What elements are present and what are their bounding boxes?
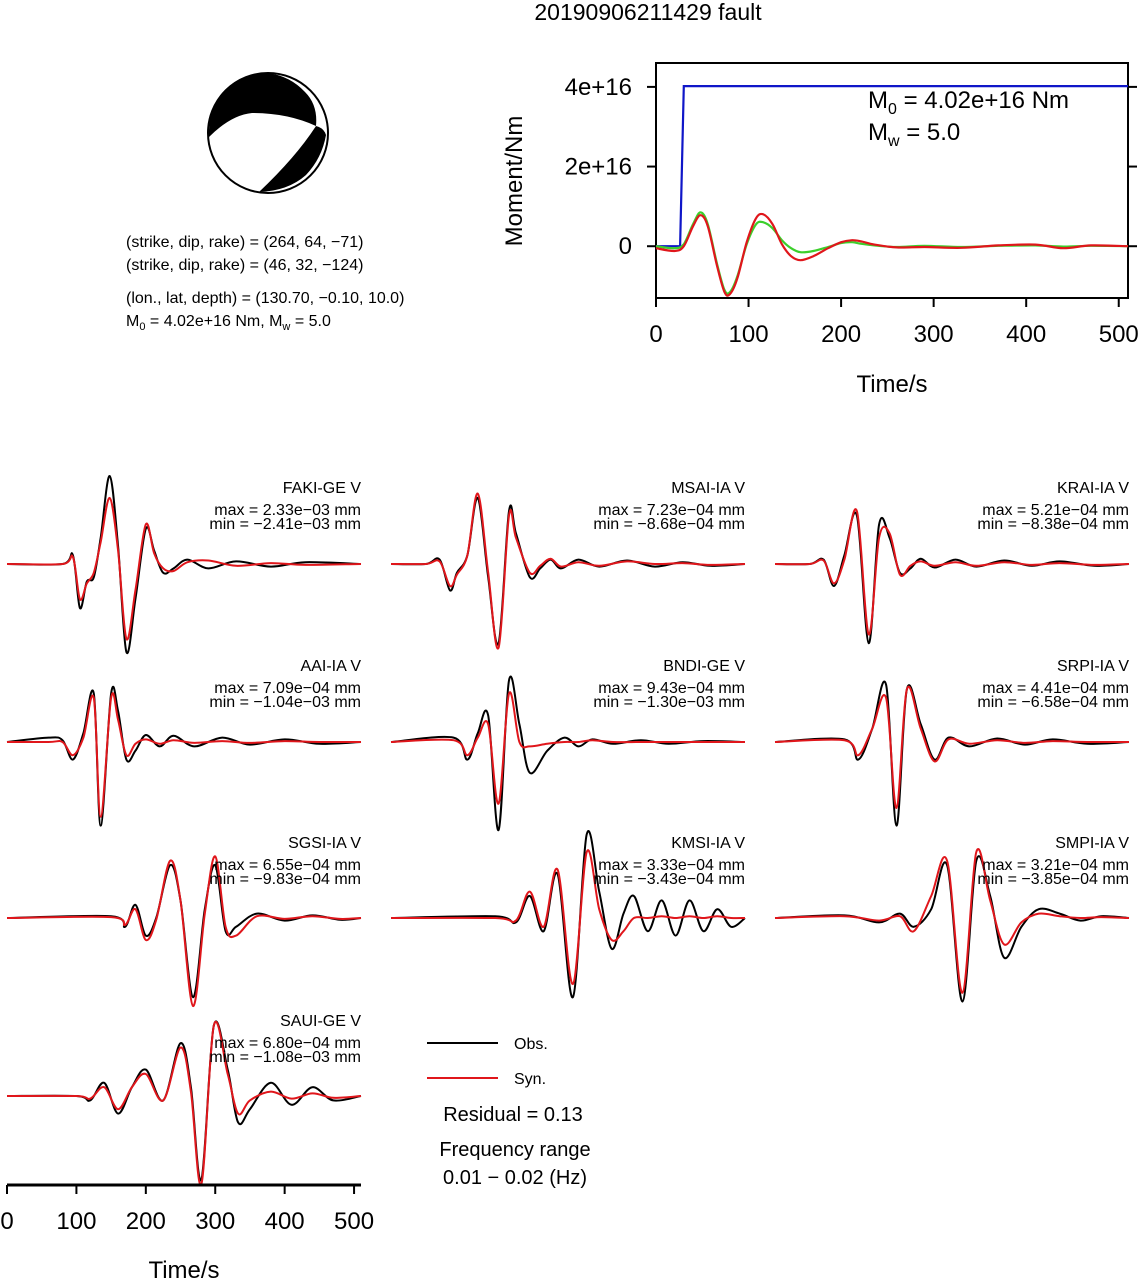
waveform-xtick-label: 0 bbox=[0, 1208, 13, 1235]
station-name: SMPI-IA V bbox=[1055, 835, 1129, 852]
synthetic-trace bbox=[6, 496, 362, 641]
station-max: max = 4.41e−04 mm bbox=[982, 680, 1129, 697]
station-max: max = 3.21e−04 mm bbox=[982, 857, 1129, 874]
synthetic-trace bbox=[390, 849, 746, 986]
mechanism-info: (strike, dip, rake) = (264, 64, −71) (st… bbox=[126, 234, 404, 333]
observed-trace bbox=[774, 680, 1130, 827]
station-min: min = −3.85e−04 mm bbox=[977, 871, 1129, 888]
moment-xtick-label: 200 bbox=[821, 321, 861, 348]
station-name: SRPI-IA V bbox=[1057, 658, 1129, 675]
station-name: AAI-IA V bbox=[301, 658, 362, 675]
residual-text: Residual = 0.13 bbox=[443, 1104, 583, 1126]
nodal-plane-2: (strike, dip, rake) = (46, 32, −124) bbox=[126, 257, 363, 274]
moment-series-line-0 bbox=[656, 85, 1128, 248]
station-name: BNDI-GE V bbox=[663, 658, 745, 675]
moment-plot-frame bbox=[655, 62, 1129, 299]
station-min: min = −9.83e−04 mm bbox=[209, 871, 361, 888]
frequency-label: Frequency range bbox=[439, 1139, 590, 1161]
station-min: min = −3.43e−04 mm bbox=[593, 871, 745, 888]
synthetic-trace bbox=[6, 855, 362, 1008]
moment-series-group bbox=[655, 85, 1129, 297]
observed-trace bbox=[6, 863, 362, 999]
hypocenter-location: (lon., lat, depth) = (130.70, −0.10, 10.… bbox=[126, 290, 404, 307]
moment-series-line-2 bbox=[655, 212, 1129, 297]
moment-xtick-label: 400 bbox=[1006, 321, 1046, 348]
station-max: max = 6.80e−04 mm bbox=[214, 1035, 361, 1052]
frequency-value: 0.01 − 0.02 (Hz) bbox=[443, 1167, 587, 1189]
station-min: min = −8.68e−04 mm bbox=[593, 516, 745, 533]
station-max: max = 5.21e−04 mm bbox=[982, 502, 1129, 519]
station-max: max = 2.33e−03 mm bbox=[214, 502, 361, 519]
station-max: max = 7.09e−04 mm bbox=[214, 680, 361, 697]
moment-annotation-m0: M0 = 4.02e+16 Nm bbox=[868, 87, 1069, 118]
moment-plot: 0 100 200 300 400 500 0 2e+16 4e+16 Moment/Nm Ti… bbox=[501, 62, 1139, 398]
synthetic-trace bbox=[390, 492, 746, 650]
moment-magnitude-line: M0 = 4.02e+16 Nm, Mw = 5.0 bbox=[126, 313, 331, 333]
moment-axes: 0 100 200 300 400 500 0 2e+16 4e+16 bbox=[565, 74, 1139, 348]
legend-obs-label: Obs. bbox=[514, 1036, 548, 1053]
moment-ytick-label: 2e+16 bbox=[565, 154, 632, 181]
synthetic-trace bbox=[6, 1021, 362, 1186]
moment-xlabel: Time/s bbox=[856, 371, 927, 398]
station-name: KRAI-IA V bbox=[1057, 480, 1129, 497]
station-name: SAUI-GE V bbox=[280, 1013, 361, 1030]
synthetic-trace bbox=[774, 848, 1130, 994]
waveform-xtick-label: 400 bbox=[265, 1208, 305, 1235]
waveform-xtick-label: 500 bbox=[334, 1208, 374, 1235]
beachball-compressional-quadrant bbox=[208, 73, 317, 137]
legend: Obs. Syn. bbox=[427, 1036, 548, 1088]
moment-ytick-label: 0 bbox=[619, 233, 632, 260]
moment-series-line-1 bbox=[655, 211, 1129, 295]
legend-syn-label: Syn. bbox=[514, 1071, 546, 1088]
observed-trace bbox=[390, 675, 746, 832]
station-name: KMSI-IA V bbox=[671, 835, 745, 852]
station-min: min = −2.41e−03 mm bbox=[209, 516, 361, 533]
synthetic-trace bbox=[774, 685, 1130, 810]
station-max: max = 3.33e−04 mm bbox=[598, 857, 745, 874]
synthetic-trace bbox=[6, 692, 362, 818]
synthetic-trace bbox=[390, 691, 745, 805]
observed-trace bbox=[390, 830, 746, 999]
station-max: max = 6.55e−04 mm bbox=[214, 857, 361, 874]
station-min: min = −1.04e−03 mm bbox=[209, 694, 361, 711]
waveform-xtick-label: 200 bbox=[126, 1208, 166, 1235]
moment-xtick-label: 300 bbox=[914, 321, 954, 348]
synthetic-trace bbox=[774, 508, 1130, 636]
waveform-time-axis: 0 100 200 300 400 500 bbox=[0, 1183, 374, 1235]
waveform-xlabel: Time/s bbox=[148, 1257, 219, 1281]
station-min: min = −6.58e−04 mm bbox=[977, 694, 1129, 711]
station-min: min = −1.08e−03 mm bbox=[209, 1049, 361, 1066]
station-max: max = 7.23e−04 mm bbox=[598, 502, 745, 519]
moment-xtick-label: 100 bbox=[729, 321, 769, 348]
nodal-plane-1: (strike, dip, rake) = (264, 64, −71) bbox=[126, 234, 363, 251]
waveform-xtick-label: 300 bbox=[195, 1208, 235, 1235]
waveform-xtick-label: 100 bbox=[56, 1208, 96, 1235]
figure-title: 20190906211429 fault bbox=[534, 0, 762, 25]
station-name: MSAI-IA V bbox=[671, 480, 745, 497]
station-name: SGSI-IA V bbox=[288, 835, 361, 852]
station-name: FAKI-GE V bbox=[283, 480, 362, 497]
moment-ylabel: Moment/Nm bbox=[501, 116, 528, 247]
moment-xtick-label: 0 bbox=[649, 321, 662, 348]
beachball-compressional-wedge bbox=[259, 126, 326, 192]
station-max: max = 9.43e−04 mm bbox=[598, 680, 745, 697]
moment-ytick-label: 4e+16 bbox=[565, 74, 632, 101]
station-min: min = −1.30e−03 mm bbox=[593, 694, 745, 711]
moment-annotation-mw: Mw = 5.0 bbox=[868, 119, 960, 150]
station-min: min = −8.38e−04 mm bbox=[977, 516, 1129, 533]
beachball-icon bbox=[207, 72, 329, 194]
moment-xtick-label: 500 bbox=[1099, 321, 1139, 348]
